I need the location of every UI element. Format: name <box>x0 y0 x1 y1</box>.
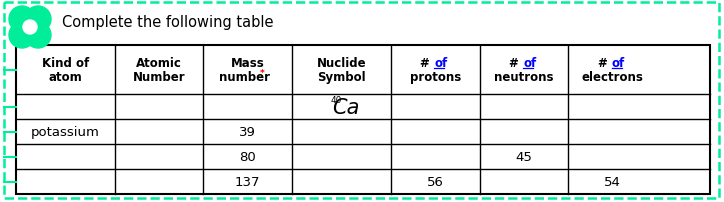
Circle shape <box>23 21 37 35</box>
Text: of: of <box>523 57 536 70</box>
Text: Number: Number <box>132 71 185 84</box>
Text: Kind of: Kind of <box>42 57 89 70</box>
Text: protons: protons <box>410 71 460 84</box>
Text: #: # <box>598 57 612 70</box>
Circle shape <box>9 23 35 49</box>
Text: of: of <box>612 57 625 70</box>
Text: potassium: potassium <box>31 125 100 138</box>
Text: of: of <box>434 57 447 70</box>
Text: 45: 45 <box>515 150 532 163</box>
Circle shape <box>25 23 51 49</box>
Text: number: number <box>219 71 270 84</box>
Text: *: * <box>259 69 264 78</box>
Circle shape <box>9 7 35 33</box>
Text: 56: 56 <box>426 175 444 188</box>
Text: atom: atom <box>49 71 82 84</box>
Text: 80: 80 <box>240 150 256 163</box>
Text: 137: 137 <box>235 175 261 188</box>
Text: Ca: Ca <box>332 97 359 117</box>
Text: Mass: Mass <box>231 57 265 70</box>
Text: electrons: electrons <box>582 71 644 84</box>
Text: neutrons: neutrons <box>494 71 554 84</box>
Text: Atomic: Atomic <box>136 57 182 70</box>
Text: Nuclide: Nuclide <box>316 57 366 70</box>
Text: Symbol: Symbol <box>317 71 366 84</box>
Text: 40: 40 <box>331 96 342 105</box>
Bar <box>16 46 710 194</box>
Text: Complete the following table: Complete the following table <box>62 14 274 29</box>
Text: #: # <box>509 57 523 70</box>
Text: 39: 39 <box>240 125 256 138</box>
Text: 54: 54 <box>605 175 621 188</box>
Circle shape <box>25 7 51 33</box>
Text: #: # <box>421 57 434 70</box>
